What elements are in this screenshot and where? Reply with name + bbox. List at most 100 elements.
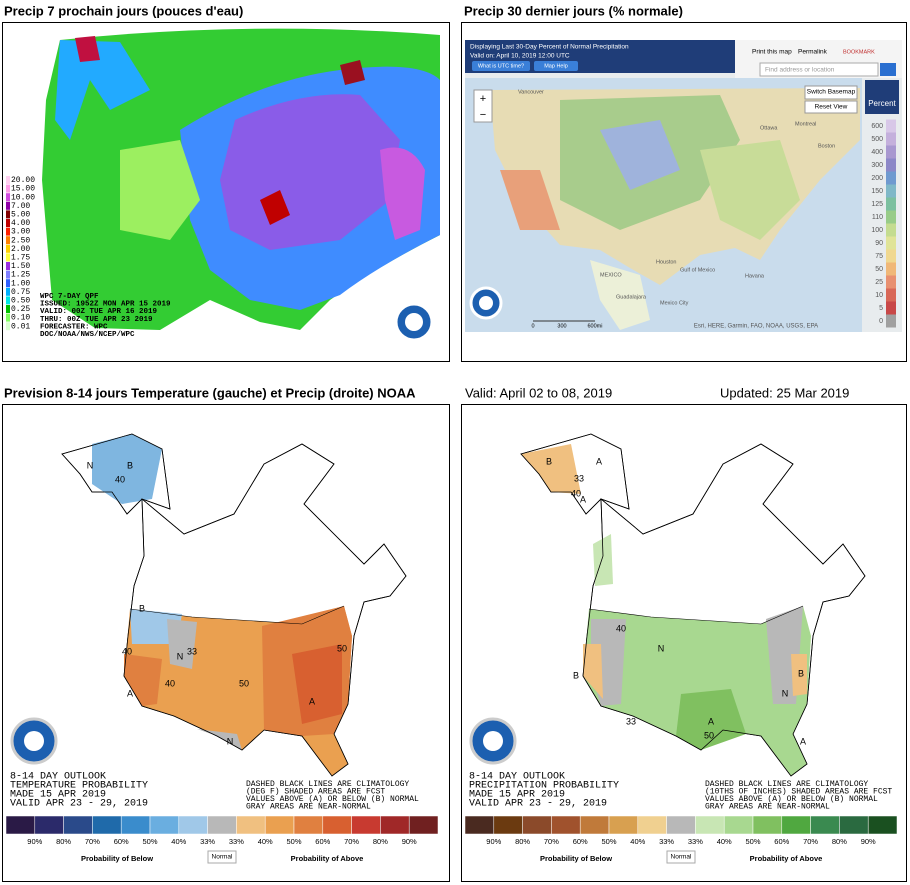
legend-label: 10 [875, 292, 883, 299]
legend-label: 60% [315, 837, 330, 846]
place-label: Houston [656, 259, 677, 265]
scale-label: 0 [531, 323, 534, 329]
map-valid: Valid on: April 10, 2019 12:00 UTC [470, 53, 570, 60]
legend-swatch [6, 296, 10, 305]
zoom-out[interactable]: − [480, 109, 486, 121]
legend-swatch [695, 815, 725, 835]
legend-swatch [637, 815, 667, 835]
bookmark[interactable]: BOOKMARK [843, 49, 875, 55]
normal-label: Normal [671, 854, 693, 861]
legend-label: 15.00 [11, 185, 35, 194]
print-link[interactable]: Print this map [752, 49, 792, 56]
help-button[interactable]: Map Help [544, 63, 568, 69]
map-label: B [139, 603, 145, 613]
permalink[interactable]: Permalink [798, 49, 828, 56]
probability-area [167, 619, 197, 669]
map-label: B [546, 456, 552, 466]
legend-label: 5 [879, 305, 883, 312]
legend-swatch [6, 184, 10, 193]
place-label: Boston [818, 143, 835, 149]
legend-swatch [839, 815, 869, 835]
legend-label: 50% [745, 837, 760, 846]
map-label: 40 [122, 646, 132, 656]
legend-swatch [752, 815, 783, 835]
reset-button[interactable]: Reset View [815, 104, 848, 111]
alaska-shading [521, 444, 581, 494]
legend-label: 0 [879, 318, 883, 325]
legend-swatch [551, 815, 581, 835]
legend-label: 125 [871, 201, 883, 208]
place-label: Guadalajara [616, 294, 647, 300]
legend-label: 150 [871, 188, 883, 195]
legend-swatch [522, 815, 552, 835]
place-label: Montreal [795, 121, 816, 127]
legend-label: 0.50 [11, 297, 30, 306]
legend-swatch [6, 279, 10, 288]
noaa-logo-inner [24, 731, 44, 751]
legend-swatch [178, 815, 208, 835]
legend-swatch [886, 275, 896, 289]
map-label: N [658, 643, 665, 653]
map-label: N [87, 460, 94, 470]
note-line: DASHED BLACK LINES ARE CLIMATOLOGY [246, 780, 409, 789]
legend-swatch [63, 815, 93, 835]
note-line: (DEG F) SHADED AREAS ARE FCST [246, 788, 385, 797]
map-label: 33 [626, 716, 636, 726]
legend-label: 80% [373, 837, 388, 846]
search-box[interactable]: Find address or location [765, 67, 835, 74]
utc-button[interactable]: What is UTC time? [478, 63, 524, 69]
legend-label: 80% [515, 837, 530, 846]
map-label: A [708, 716, 714, 726]
legend-label: 3.00 [11, 228, 30, 237]
legend-label: 70% [803, 837, 818, 846]
map-label: A [596, 456, 602, 466]
legend-swatch [380, 815, 410, 835]
basemap-button[interactable]: Switch Basemap [807, 89, 856, 96]
probability-area [676, 689, 746, 750]
probability-area [292, 644, 342, 724]
above-label: Probability of Above [750, 854, 823, 863]
updated-date: Updated: 25 Mar 2019 [720, 385, 849, 400]
info-line: WPC 7-DAY QPF [40, 293, 99, 301]
legend-label: 500 [871, 136, 883, 143]
legend-label: 1.25 [11, 271, 30, 280]
legend-label: 200 [871, 175, 883, 182]
note-line: GRAY AREAS ARE NEAR-NORMAL [246, 803, 371, 812]
map-label: N [177, 651, 184, 661]
map-label: B [798, 668, 804, 678]
map-label: A [127, 688, 133, 698]
probability-area [593, 534, 613, 586]
legend-swatch [6, 287, 10, 296]
place-label: Ottawa [760, 125, 778, 131]
place-label: Vancouver [518, 89, 544, 95]
legend-swatch [264, 815, 295, 835]
web-ui: Displaying Last 30-Day Percent of Normal… [470, 44, 897, 330]
panel-title: Precip 30 dernier jours (% normale) [464, 3, 683, 18]
legend-label: 4.00 [11, 219, 30, 228]
scale-label: 300 [557, 323, 566, 329]
legend-label: 25 [875, 279, 883, 286]
legend-label: 90% [27, 837, 42, 846]
legend-swatch [6, 227, 10, 236]
normal-label: Normal [212, 854, 234, 861]
legend-swatch [493, 815, 523, 835]
map-label: 40 [165, 678, 175, 688]
legend-label: 0.01 [11, 322, 30, 331]
legend-swatch [723, 815, 754, 835]
legend-label: 0.25 [11, 305, 30, 314]
legend-swatch [6, 236, 10, 245]
legend-swatch [6, 193, 10, 202]
zoom-in[interactable]: + [480, 93, 486, 105]
caption-line: 8-14 DAY OUTLOOK [10, 772, 106, 783]
below-label: Probability of Below [540, 854, 612, 863]
legend-swatch [886, 158, 896, 172]
map-label: N [227, 736, 234, 746]
legend-swatch [6, 270, 10, 279]
map-label: 40 [571, 488, 581, 498]
legend-swatch [867, 815, 898, 835]
map-label: A [309, 696, 315, 706]
